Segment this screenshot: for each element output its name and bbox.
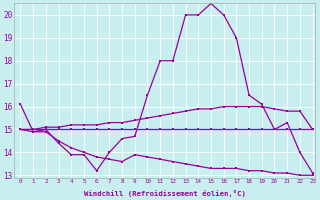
X-axis label: Windchill (Refroidissement éolien,°C): Windchill (Refroidissement éolien,°C) <box>84 190 245 197</box>
